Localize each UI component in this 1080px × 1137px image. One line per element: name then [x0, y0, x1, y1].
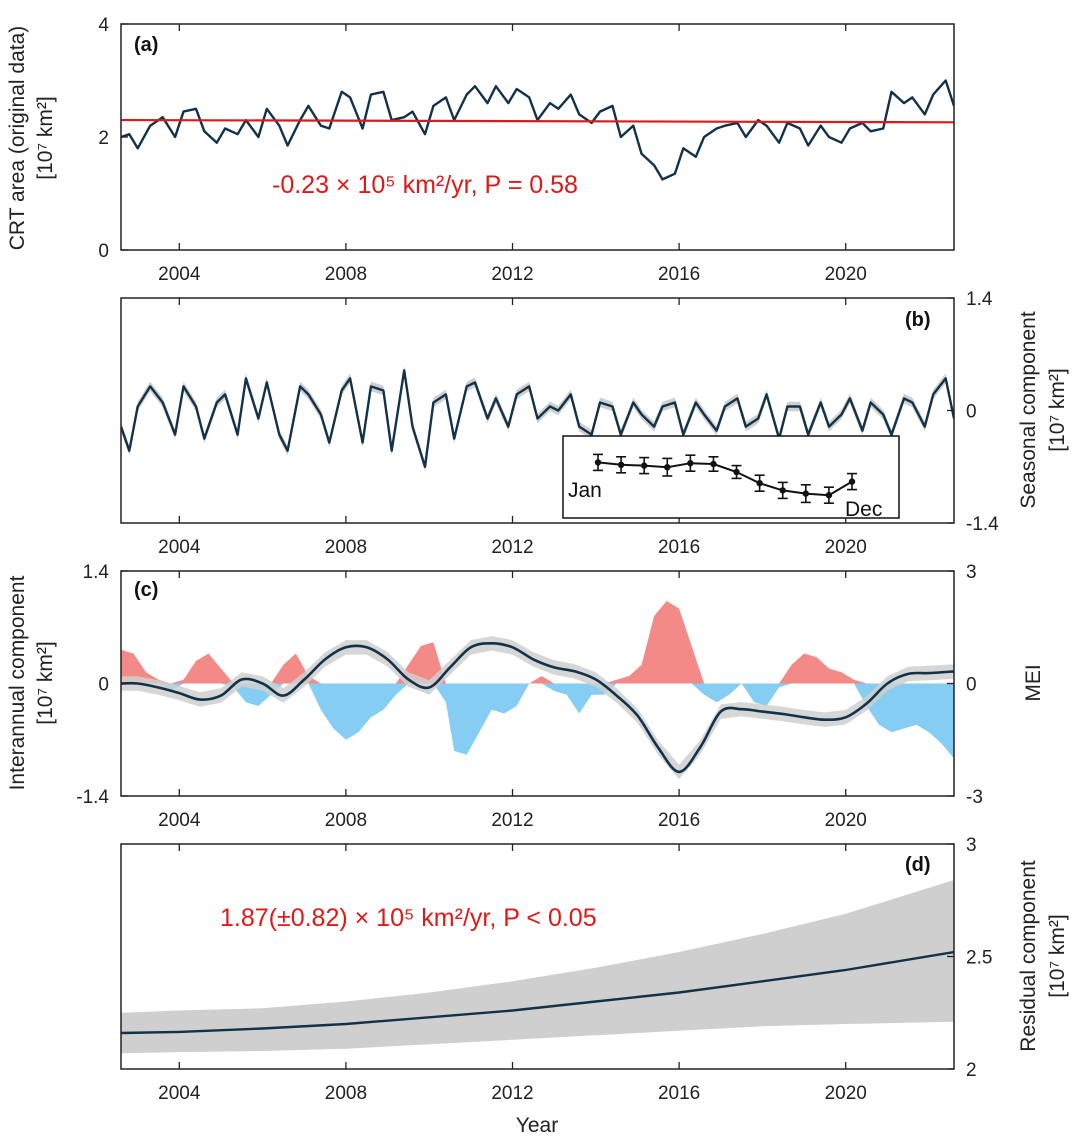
x-tick-label: 2020: [825, 537, 867, 558]
inset-frame: [562, 435, 900, 519]
y-tick-label: 0: [966, 675, 977, 696]
panel-a-yunit: [10⁷ km²]: [34, 96, 57, 179]
panel-c-y2label: MEI: [1022, 664, 1045, 701]
y-tick-label: 2: [966, 1060, 977, 1081]
panel-a: 2004 2008 2012 2016 2020 0 2 4 (a) -0.23 × 10⁵…: [6, 15, 955, 285]
inset-month-point: [825, 492, 833, 499]
mei-positive-area: [121, 601, 954, 684]
x-tick-label: 2012: [491, 1083, 533, 1104]
x-tick-label: 2008: [325, 1083, 367, 1104]
x-tick-label: 2012: [491, 810, 533, 831]
panel-d-yunit: [10⁷ km²]: [1046, 914, 1069, 997]
x-tick-label: 2008: [325, 264, 367, 285]
y-tick-label: -3: [966, 787, 983, 808]
panel-c-yunit: [10⁷ km²]: [34, 641, 57, 724]
inset-month-point: [802, 490, 810, 497]
residual-line: [121, 950, 954, 1035]
crt-area-line: [121, 79, 954, 181]
trend-line: [121, 118, 954, 124]
x-tick-label: 2004: [158, 264, 201, 285]
inset-month-point: [664, 464, 671, 471]
residual-uncertainty-band: [121, 880, 954, 1054]
y-tick-label: 0: [98, 675, 109, 696]
inset-mean-line: [597, 461, 853, 497]
inset-month-point: [756, 480, 763, 487]
panel-b-yunit: [10⁷ km²]: [1046, 368, 1069, 451]
x-tick-label: 2020: [825, 810, 867, 831]
x-tick-label: 2020: [825, 264, 867, 285]
seasonal-line: [121, 369, 954, 468]
panel-b-label: (b): [905, 309, 931, 331]
y-tick-label: 1.4: [966, 289, 993, 310]
y-tick-label: 4: [98, 15, 109, 36]
inset-month-point: [710, 460, 717, 468]
x-tick-label: 2008: [325, 537, 367, 558]
inset-month-point: [617, 461, 625, 468]
panel-d: 2004 2008 2012 2016 2020 2 2.5 3 (d) 1.87(±0.8…: [120, 835, 1069, 1137]
panel-c-label: (c): [134, 579, 158, 601]
x-axis-label: Year: [516, 1114, 558, 1137]
inset-month-point: [594, 459, 602, 466]
seasonal-inset: Jan Dec: [562, 435, 900, 521]
panel-a-ylabel: CRT area (original data): [6, 26, 29, 251]
panel-a-label: (a): [134, 34, 158, 56]
inset-month-point: [733, 468, 740, 476]
y-tick-label: -1.4: [76, 787, 109, 808]
x-tick-label: 2004: [158, 537, 201, 558]
x-tick-label: 2004: [158, 810, 201, 831]
inset-month-point: [779, 487, 786, 494]
x-tick-label: 2020: [825, 1083, 867, 1104]
y-tick-label: 3: [966, 835, 977, 856]
panel-a-annotation: -0.23 × 10⁵ km²/yr, P = 0.58: [272, 171, 578, 199]
x-tick-label: 2012: [491, 264, 533, 285]
y-tick-label: 3: [966, 562, 977, 583]
y-tick-label: 1.4: [83, 562, 110, 583]
panel-d-annotation: 1.87(±0.82) × 10⁵ km²/yr, P < 0.05: [220, 904, 597, 932]
x-tick-label: 2016: [658, 264, 700, 285]
x-tick-label: 2016: [658, 537, 700, 558]
panel-d-ylabel: Residual component: [1017, 860, 1040, 1052]
interannual-line: [121, 641, 954, 774]
y-tick-label: 2: [98, 128, 109, 149]
interannual-uncertainty-band: [121, 636, 954, 780]
y-tick-label: 0: [966, 402, 977, 423]
inset-end-label: Dec: [845, 498, 882, 521]
x-tick-label: 2012: [491, 537, 533, 558]
panel-b: 2004 2008 2012 2016 2020 -1.4 0 1.4 (b) Season…: [120, 289, 1069, 558]
x-tick-label: 2016: [658, 810, 700, 831]
x-tick-label: 2008: [325, 810, 367, 831]
inset-start-label: Jan: [568, 479, 602, 502]
y-tick-label: 2.5: [966, 948, 992, 969]
y-tick-label: -1.4: [966, 514, 999, 535]
inset-month-point: [848, 478, 856, 485]
mei-negative-area: [121, 683, 954, 759]
y-tick-label: 0: [98, 241, 109, 262]
panel-d-label: (d): [905, 854, 931, 876]
panel-c-ylabel: Interannual component: [6, 575, 29, 790]
x-tick-label: 2004: [158, 1083, 201, 1104]
panel-c: 2004 2008 2012 2016 2020 -1.4 0 1.4 -3 0 3 (c) I…: [6, 562, 1045, 831]
panel-b-ylabel: Seasonal component: [1017, 311, 1040, 508]
x-tick-label: 2016: [658, 1083, 700, 1104]
inset-month-point: [687, 460, 694, 467]
inset-month-point: [640, 462, 648, 469]
